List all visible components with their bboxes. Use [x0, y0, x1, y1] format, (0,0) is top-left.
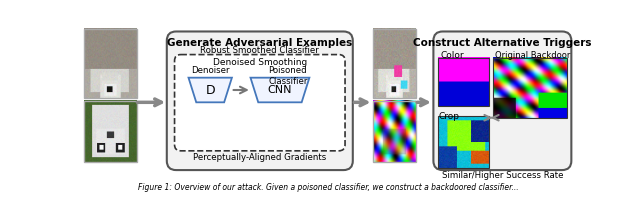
Bar [84, 101, 136, 162]
Bar [493, 58, 566, 118]
Text: Crop: Crop [438, 112, 459, 120]
Polygon shape [250, 78, 309, 102]
Bar [373, 29, 415, 99]
Text: Original Backdoor: Original Backdoor [495, 51, 570, 60]
Text: Color: Color [440, 51, 464, 60]
FancyBboxPatch shape [175, 55, 345, 151]
Text: Similar/Higher Success Rate: Similar/Higher Success Rate [442, 171, 563, 180]
Text: Poisoned
Classifier: Poisoned Classifier [268, 66, 307, 85]
Text: Generate Adversarial Examples: Generate Adversarial Examples [167, 38, 353, 48]
FancyBboxPatch shape [167, 31, 353, 170]
FancyBboxPatch shape [433, 31, 572, 170]
Text: CNN: CNN [268, 85, 292, 95]
Bar [84, 29, 136, 99]
Bar [438, 116, 489, 168]
Polygon shape [189, 78, 232, 102]
Bar [438, 58, 489, 106]
Text: Figure 1: Overview of our attack. Given a poisoned classifier, we construct a ba: Figure 1: Overview of our attack. Given … [138, 183, 518, 192]
Text: Denoiser: Denoiser [191, 66, 230, 75]
Text: Perceptually-Aligned Gradients: Perceptually-Aligned Gradients [193, 153, 326, 162]
Text: D: D [205, 84, 215, 96]
Text: Construct Alternative Triggers: Construct Alternative Triggers [413, 38, 591, 48]
Bar [373, 101, 415, 162]
Text: Denoised Smoothing: Denoised Smoothing [212, 58, 307, 68]
Text: Robust Smoothed Classifier: Robust Smoothed Classifier [200, 46, 319, 55]
